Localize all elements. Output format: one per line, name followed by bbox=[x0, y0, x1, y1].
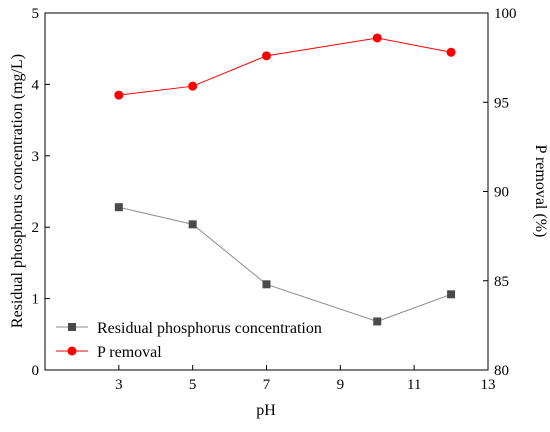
data-point-residual bbox=[262, 280, 271, 289]
x-tick-label: 7 bbox=[263, 377, 271, 393]
y-left-tick-label: 1 bbox=[32, 292, 40, 308]
y-right-tick-label: 95 bbox=[494, 95, 509, 111]
y-right-tick-label: 80 bbox=[494, 363, 509, 379]
data-point-removal bbox=[446, 47, 456, 57]
legend-label-residual: Residual phosphorus concentration bbox=[97, 320, 322, 337]
legend-marker-removal bbox=[67, 346, 77, 356]
data-point-residual bbox=[447, 290, 456, 299]
plot-frame bbox=[44, 12, 489, 371]
data-point-removal bbox=[114, 90, 124, 100]
y-left-tick-label: 0 bbox=[32, 363, 40, 379]
data-point-residual bbox=[373, 317, 382, 326]
y-right-tick-label: 90 bbox=[494, 185, 509, 201]
data-point-removal bbox=[372, 33, 382, 43]
data-point-residual bbox=[114, 203, 123, 212]
series-layer bbox=[114, 33, 456, 326]
ticks-layer: 3 5 7 9 11 13 0 1 2 3 4 5 80 85 90 95 100 bbox=[32, 6, 517, 393]
y-right-axis-label: P removal (%) bbox=[532, 145, 549, 238]
x-tick-label: 3 bbox=[115, 377, 123, 393]
series-line-residual bbox=[118, 206, 452, 322]
legend-label-removal: P removal bbox=[97, 344, 162, 361]
legend-marker-residual bbox=[68, 323, 76, 331]
y-left-axis-label: Residual phosphorus concentration (mg/L) bbox=[9, 54, 26, 328]
y-right-tick-label: 85 bbox=[494, 274, 509, 290]
x-axis-label: pH bbox=[256, 402, 276, 419]
x-tick-label: 5 bbox=[189, 377, 197, 393]
legend: Residual phosphorus concentration P remo… bbox=[56, 320, 322, 361]
y-left-tick-label: 4 bbox=[32, 77, 40, 93]
y-left-tick-label: 2 bbox=[32, 220, 40, 236]
y-right-tick-label: 100 bbox=[494, 6, 517, 22]
x-tick-label: 13 bbox=[481, 377, 496, 393]
data-point-removal bbox=[188, 81, 198, 91]
x-tick-label: 11 bbox=[407, 377, 421, 393]
data-point-residual bbox=[188, 220, 197, 229]
y-left-tick-label: 5 bbox=[32, 6, 40, 22]
series-line-removal bbox=[118, 37, 452, 96]
x-tick-label: 9 bbox=[337, 377, 345, 393]
data-point-removal bbox=[262, 51, 271, 61]
y-left-tick-label: 3 bbox=[32, 149, 40, 165]
